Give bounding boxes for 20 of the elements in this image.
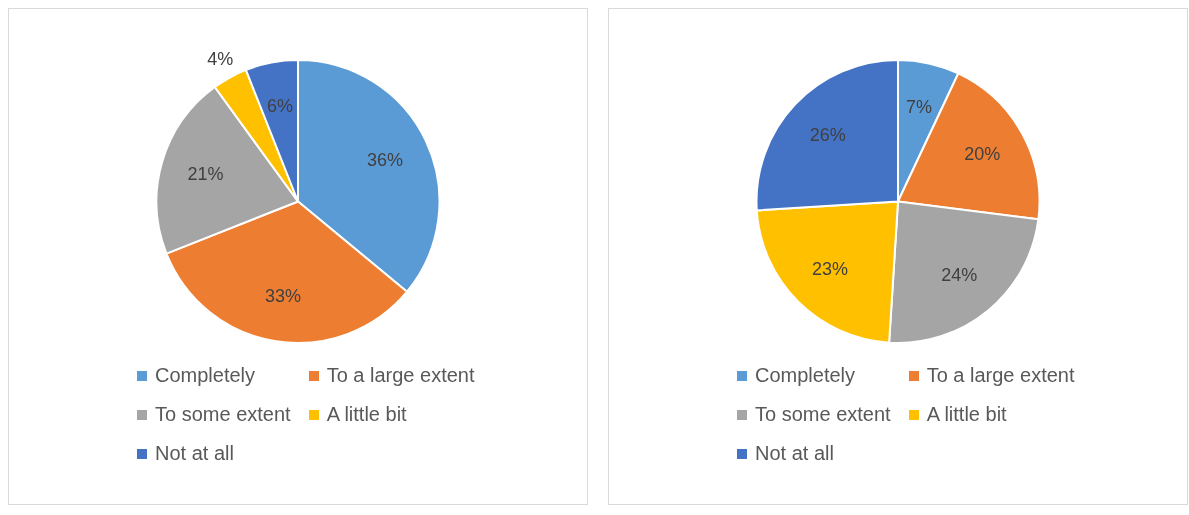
legend-label: To some extent	[155, 403, 291, 426]
legend-label: To some extent	[755, 403, 891, 426]
legend-label: Not at all	[155, 442, 234, 465]
legend-label: Not at all	[755, 442, 834, 465]
data-label: 24%	[941, 264, 978, 285]
data-label: 23%	[811, 258, 848, 279]
data-label: 4%	[207, 48, 234, 69]
data-label: 20%	[964, 144, 1001, 165]
legend-label: Completely	[155, 364, 256, 387]
legend-label: A little bit	[926, 403, 1007, 426]
data-label: 6%	[266, 95, 293, 116]
legend-label: To a large extent	[926, 364, 1075, 387]
data-label: 26%	[809, 124, 846, 145]
legend-label: Completely	[755, 364, 856, 387]
legend-label: To a large extent	[326, 364, 475, 387]
data-label: 7%	[905, 96, 932, 117]
legend-label: A little bit	[326, 403, 407, 426]
data-label: 33%	[264, 285, 301, 306]
data-label: 21%	[187, 163, 224, 184]
data-label: 36%	[367, 149, 404, 170]
